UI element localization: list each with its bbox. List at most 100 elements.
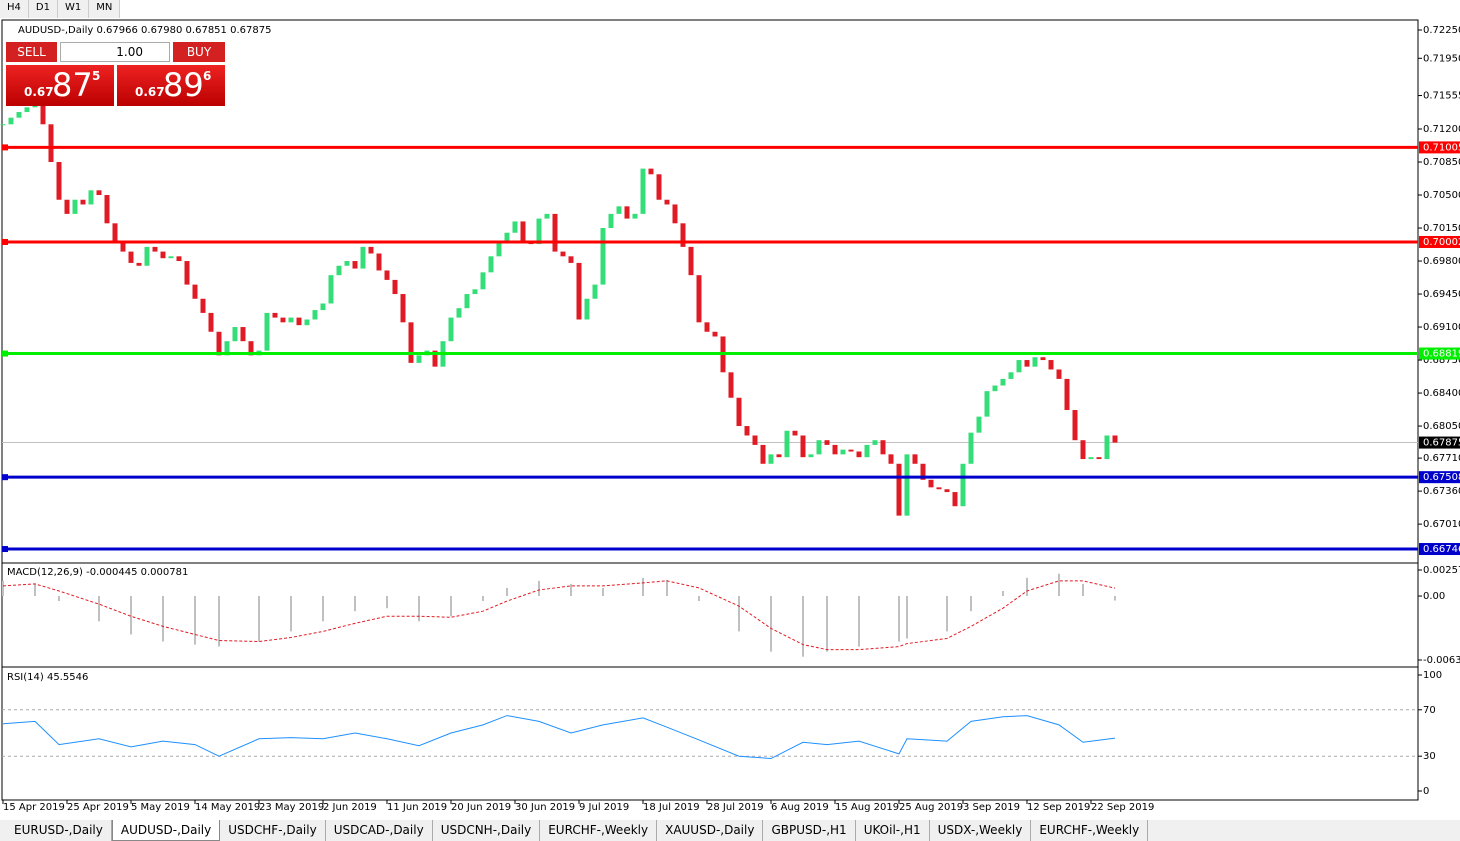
candle (608, 213, 614, 229)
rsi-title: RSI(14) 45.5546 (7, 672, 88, 683)
candle (784, 430, 790, 458)
chart-frame (1, 19, 1419, 801)
candle (328, 275, 334, 304)
timeframe-button[interactable]: H4 (0, 0, 29, 18)
x-tick-label: 30 Jun 2019 (515, 802, 575, 813)
candle (896, 463, 902, 516)
sell-button[interactable]: SELL (6, 42, 57, 62)
candle (928, 479, 934, 488)
candle (840, 449, 846, 455)
candle (912, 454, 918, 464)
x-tick-label: 6 Aug 2019 (771, 802, 829, 813)
candle (1064, 378, 1070, 411)
level-marker (2, 474, 8, 481)
candle (920, 463, 926, 480)
current-label-bg (1419, 436, 1460, 449)
rsi-line (2, 715, 1116, 760)
candle (344, 261, 350, 266)
ask-price[interactable]: 0.67 89 6 (117, 65, 225, 106)
candle (848, 449, 854, 452)
level-label-bg (1419, 543, 1460, 556)
chart-tab[interactable]: USDX-,Weekly (930, 820, 1032, 841)
candle (392, 279, 398, 295)
candle (1000, 378, 1006, 386)
candle (832, 444, 838, 455)
candle (368, 246, 374, 254)
buy-button[interactable]: BUY (173, 42, 225, 62)
candle (1104, 435, 1110, 460)
candle (232, 327, 238, 342)
x-tick-label: 15 Aug 2019 (835, 802, 899, 813)
candle (752, 435, 758, 445)
x-tick-label: 18 Jul 2019 (643, 802, 700, 813)
candle (152, 246, 158, 252)
price-big: 0.67 (135, 85, 165, 99)
price-pips: 87 (52, 66, 93, 104)
chart-tab[interactable]: UKOil-,H1 (856, 820, 930, 841)
x-tick-label: 28 Jul 2019 (707, 802, 764, 813)
chart-tab[interactable]: USDCNH-,Daily (433, 820, 541, 841)
candle (472, 289, 478, 295)
candle (616, 206, 622, 214)
x-tick-label: 14 May 2019 (195, 802, 260, 813)
x-tick-label: 3 Sep 2019 (963, 802, 1020, 813)
chart-tab[interactable]: EURUSD-,Daily (6, 820, 112, 841)
candle (904, 454, 910, 516)
chart-tab[interactable]: EURCHF-,Weekly (1031, 820, 1149, 841)
candle (816, 440, 822, 455)
price-point: 5 (92, 69, 101, 83)
candle (880, 440, 886, 455)
macd-title: MACD(12,26,9) -0.000445 0.000781 (7, 567, 188, 578)
candle (568, 256, 574, 263)
lots-input[interactable]: 1.00 (60, 42, 170, 62)
candle (536, 218, 542, 245)
candle (736, 397, 742, 427)
tab-bar: EURUSD-,Daily AUDUSD-,Daily USDCHF-,Daily U… (0, 820, 1460, 841)
timeframe-button[interactable]: MN (89, 0, 121, 18)
price-pips: 89 (163, 66, 204, 104)
candle (184, 261, 190, 285)
candle (24, 107, 30, 113)
candle (8, 117, 14, 125)
y-tick-label: 0.71555 (1423, 91, 1460, 102)
candle (632, 213, 638, 219)
timeframe-button[interactable]: D1 (29, 0, 58, 18)
chart-tab[interactable]: USDCHF-,Daily (220, 820, 326, 841)
candle (936, 487, 942, 490)
candle (864, 444, 870, 458)
level-label: 0.67508 (1423, 472, 1460, 483)
candle (560, 251, 566, 257)
candle (72, 199, 78, 214)
chart-tab[interactable]: AUDUSD-,Daily (111, 820, 221, 841)
candle (728, 372, 734, 398)
candle (120, 242, 126, 252)
candle (360, 246, 366, 269)
chart-tab[interactable]: EURCHF-,Weekly (540, 820, 658, 841)
candle (640, 168, 646, 214)
candle (696, 275, 702, 323)
chart-tab[interactable]: USDCAD-,Daily (326, 820, 433, 841)
candle (0, 124, 6, 126)
candle (984, 391, 990, 417)
candle (376, 253, 382, 271)
x-tick-label: 25 Apr 2019 (67, 802, 129, 813)
level-marker (2, 546, 8, 553)
chart-tab[interactable]: GBPUSD-,H1 (763, 820, 856, 841)
candle (128, 251, 134, 263)
candle (808, 454, 814, 458)
bid-price[interactable]: 0.67 87 5 (6, 65, 114, 106)
level-marker (2, 144, 8, 151)
level-label: 0.70002 (1423, 237, 1460, 248)
chart-tab[interactable]: XAUUSD-,Daily (657, 820, 764, 841)
x-tick-label: 2 Jun 2019 (323, 802, 377, 813)
candle (1088, 457, 1094, 460)
candle (856, 451, 862, 458)
candle (280, 317, 286, 323)
candle (320, 303, 326, 311)
timeframe-button[interactable]: W1 (58, 0, 90, 18)
